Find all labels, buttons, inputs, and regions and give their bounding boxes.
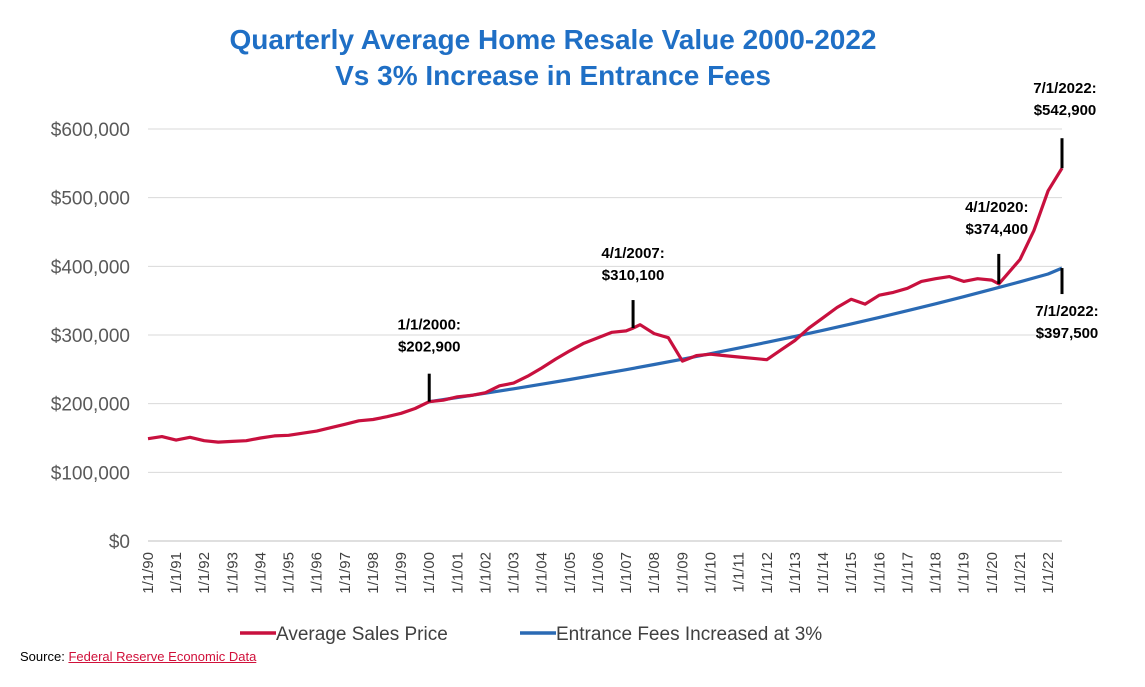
x-tick-label: 1/1/98 bbox=[365, 552, 382, 594]
legend: Average Sales Price Entrance Fees Increa… bbox=[240, 624, 822, 645]
y-axis: $0 $100,000 $200,000 $300,000 $400,000 $500,0… bbox=[51, 120, 130, 553]
legend-label-sales: Average Sales Price bbox=[276, 624, 448, 645]
x-tick-label: 1/1/02 bbox=[478, 552, 495, 594]
annotation-label: 1/1/2000: bbox=[398, 317, 461, 334]
chart-title-line-2: Vs 3% Increase in Entrance Fees bbox=[335, 60, 771, 91]
x-tick-label: 1/1/94 bbox=[253, 552, 270, 594]
x-tick-label: 1/1/93 bbox=[224, 552, 241, 594]
x-tick-label: 1/1/15 bbox=[843, 552, 860, 594]
x-tick-label: 1/1/91 bbox=[168, 552, 185, 594]
x-tick-label: 1/1/99 bbox=[393, 552, 410, 594]
x-tick-label: 1/1/21 bbox=[1012, 552, 1029, 594]
x-tick-label: 1/1/18 bbox=[928, 552, 945, 594]
y-tick-label: $300,000 bbox=[51, 326, 130, 347]
x-tick-label: 1/1/06 bbox=[590, 552, 607, 594]
legend-label-fees: Entrance Fees Increased at 3% bbox=[556, 624, 822, 645]
annotation-label: $202,900 bbox=[398, 339, 461, 356]
x-tick-label: 1/1/17 bbox=[899, 552, 916, 594]
x-tick-label: 1/1/03 bbox=[506, 552, 523, 594]
y-tick-label: $600,000 bbox=[51, 120, 130, 141]
x-tick-label: 1/1/19 bbox=[956, 552, 973, 594]
x-tick-label: 1/1/12 bbox=[759, 552, 776, 594]
y-tick-label: $400,000 bbox=[51, 257, 130, 278]
x-tick-label: 1/1/08 bbox=[646, 552, 663, 594]
x-tick-label: 1/1/96 bbox=[309, 552, 326, 594]
annotation-label: 7/1/2022: bbox=[1033, 80, 1096, 97]
source-label: Source: bbox=[20, 649, 65, 664]
x-tick-label: 1/1/04 bbox=[534, 552, 551, 594]
x-axis: 1/1/90 1/1/91 1/1/92 1/1/93 1/1/94 1/1/95 1/1/… bbox=[140, 552, 1057, 594]
series-lines bbox=[147, 167, 1064, 444]
x-tick-label: 1/1/11 bbox=[731, 552, 748, 593]
x-tick-label: 1/1/00 bbox=[421, 552, 438, 594]
annotation-label: $397,500 bbox=[1036, 325, 1099, 342]
x-tick-label: 1/1/90 bbox=[140, 552, 157, 594]
annotation-label: $542,900 bbox=[1034, 102, 1097, 119]
fees-line bbox=[428, 266, 1063, 404]
x-tick-label: 1/1/10 bbox=[703, 552, 720, 594]
y-tick-label: $0 bbox=[109, 532, 130, 553]
x-tick-label: 1/1/05 bbox=[562, 552, 579, 594]
annotations: 1/1/2000: $202,900 4/1/2007: $310,100 4/1/20… bbox=[398, 80, 1099, 402]
sales-line bbox=[147, 167, 1064, 444]
x-tick-label: 1/1/95 bbox=[281, 552, 298, 594]
annotation-label: $374,400 bbox=[965, 221, 1028, 238]
annotation-label: 4/1/2020: bbox=[965, 199, 1028, 216]
x-tick-label: 1/1/01 bbox=[449, 552, 466, 594]
x-tick-label: 1/1/22 bbox=[1040, 552, 1057, 594]
y-tick-label: $200,000 bbox=[51, 395, 130, 416]
y-tick-label: $500,000 bbox=[51, 189, 130, 210]
x-tick-label: 1/1/20 bbox=[984, 552, 1001, 594]
source-link[interactable]: Federal Reserve Economic Data bbox=[68, 649, 257, 664]
x-tick-label: 1/1/07 bbox=[618, 552, 635, 594]
x-tick-label: 1/1/09 bbox=[674, 552, 691, 594]
annotation-label: $310,100 bbox=[602, 267, 665, 284]
x-tick-label: 1/1/97 bbox=[337, 552, 354, 594]
annotation-label: 4/1/2007: bbox=[601, 245, 664, 262]
y-tick-label: $100,000 bbox=[51, 463, 130, 484]
chart-title-line-1: Quarterly Average Home Resale Value 2000… bbox=[230, 24, 877, 55]
annotation-label: 7/1/2022: bbox=[1035, 303, 1098, 320]
source-note: Source: Federal Reserve Economic Data bbox=[20, 649, 256, 664]
x-tick-label: 1/1/13 bbox=[787, 552, 804, 594]
x-tick-label: 1/1/16 bbox=[871, 552, 888, 594]
x-tick-label: 1/1/92 bbox=[196, 552, 213, 594]
x-tick-label: 1/1/14 bbox=[815, 552, 832, 594]
